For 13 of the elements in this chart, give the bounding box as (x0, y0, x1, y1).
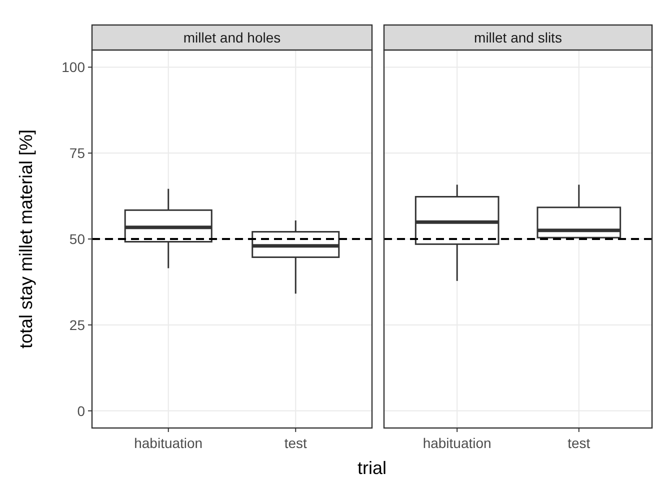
chart-title: millet and holes (183, 30, 281, 46)
x-axis-title: trial (357, 458, 387, 478)
x-tick-label: test (568, 435, 590, 451)
y-tick-label: 100 (62, 59, 86, 76)
y-tick-label: 0 (77, 402, 86, 419)
x-tick-label: habituation (422, 435, 492, 451)
y-tick-label: 25 (69, 316, 86, 333)
x-tick-label: test (284, 435, 308, 451)
chart-title: millet and slits (474, 30, 562, 46)
y-axis-title: total stay millet material [%] (16, 129, 36, 349)
y-tick-label: 75 (69, 145, 86, 162)
y-tick-label: 50 (69, 231, 86, 247)
x-tick-label: habituation (134, 435, 203, 451)
